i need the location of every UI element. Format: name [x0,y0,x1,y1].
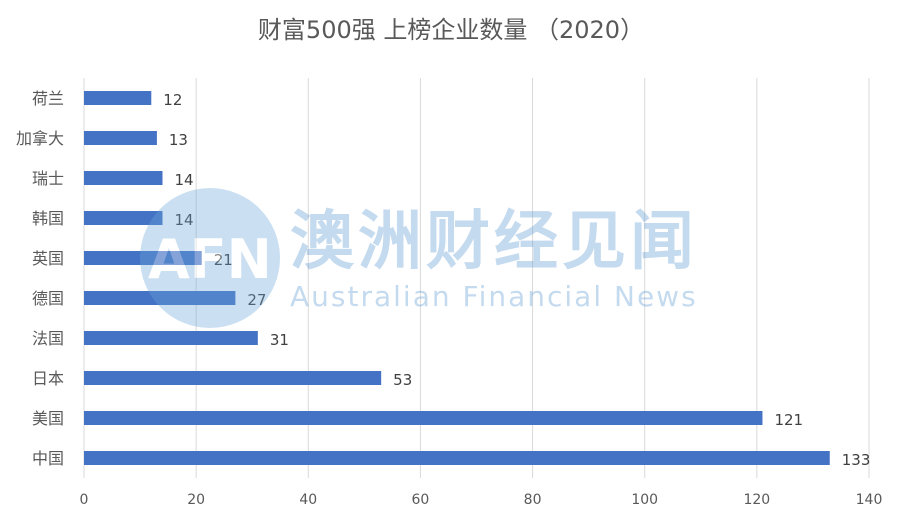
bar [84,171,163,185]
data-label: 27 [247,291,266,309]
data-label: 121 [774,411,803,429]
data-label: 31 [270,331,289,349]
x-tick-label: 60 [412,492,430,508]
data-label: 14 [175,211,194,229]
y-tick-label: 日本 [32,369,64,388]
bar [84,251,202,265]
y-tick-label: 加拿大 [16,129,64,148]
data-label: 53 [393,371,412,389]
x-tick-label: 100 [631,492,658,508]
chart-title: 财富500强 上榜企业数量 （2020） [257,16,645,44]
bar [84,91,152,105]
x-tick-label: 120 [743,492,770,508]
y-tick-label: 英国 [32,249,64,268]
x-tick-label: 20 [187,492,205,508]
bar [84,331,258,345]
y-tick-label: 法国 [32,329,64,348]
data-label: 12 [163,91,182,109]
bar [84,451,830,465]
y-tick-label: 中国 [32,449,64,468]
bar [84,131,157,145]
x-tick-label: 0 [80,492,89,508]
y-tick-label: 韩国 [32,209,64,228]
bar [84,291,236,305]
x-tick-label: 140 [856,492,883,508]
data-label: 14 [175,171,194,189]
y-tick-label: 美国 [32,409,64,428]
y-tick-label: 荷兰 [32,89,64,108]
data-label: 13 [169,131,188,149]
data-label: 21 [214,251,233,269]
bar [84,211,163,225]
x-tick-label: 80 [524,492,542,508]
bar [84,411,763,425]
y-tick-label: 德国 [32,289,64,308]
x-tick-label: 40 [299,492,317,508]
data-label: 133 [842,451,871,469]
y-tick-label: 瑞士 [32,169,64,188]
bar [84,371,382,385]
